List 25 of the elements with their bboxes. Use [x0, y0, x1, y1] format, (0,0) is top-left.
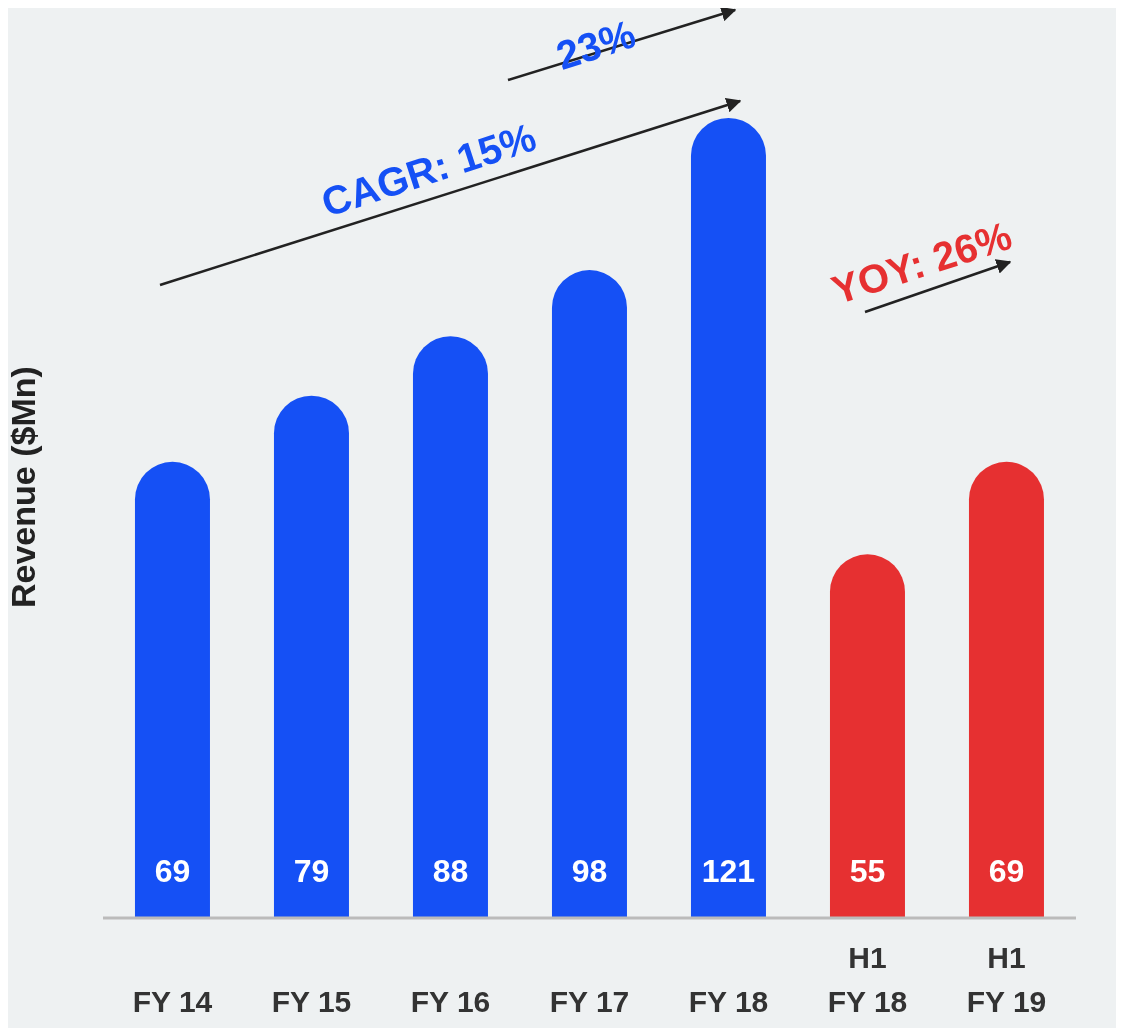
data-label: 79	[293, 853, 330, 889]
bar	[690, 118, 766, 918]
data-label: 69	[154, 853, 191, 889]
data-label: 69	[988, 853, 1025, 889]
annotation: YOY: 26%	[826, 213, 1017, 313]
x-tick-label: FY 17	[549, 985, 630, 1018]
data-label: 55	[849, 853, 886, 889]
bar	[829, 554, 905, 918]
x-tick-label: FY 16	[410, 985, 491, 1018]
x-tick-label: FY 18	[688, 985, 769, 1018]
data-label: 121	[701, 853, 756, 889]
text: 23%	[550, 11, 641, 78]
x-tick-label: FY 15	[271, 985, 352, 1018]
bar	[968, 461, 1044, 918]
x-tick-label: H1 FY 18	[827, 941, 908, 1018]
annotation: CAGR: 15%	[316, 114, 542, 225]
bar	[273, 395, 349, 918]
x-tick-label: FY 14	[132, 985, 213, 1018]
bar	[412, 336, 488, 918]
data-label: 98	[571, 853, 608, 889]
x-tick-label: H1 FY 19	[966, 941, 1047, 1018]
bar	[551, 270, 627, 918]
bar	[134, 461, 210, 918]
data-label: 88	[432, 853, 469, 889]
y-axis-title: Revenue ($Mn)	[4, 366, 43, 608]
